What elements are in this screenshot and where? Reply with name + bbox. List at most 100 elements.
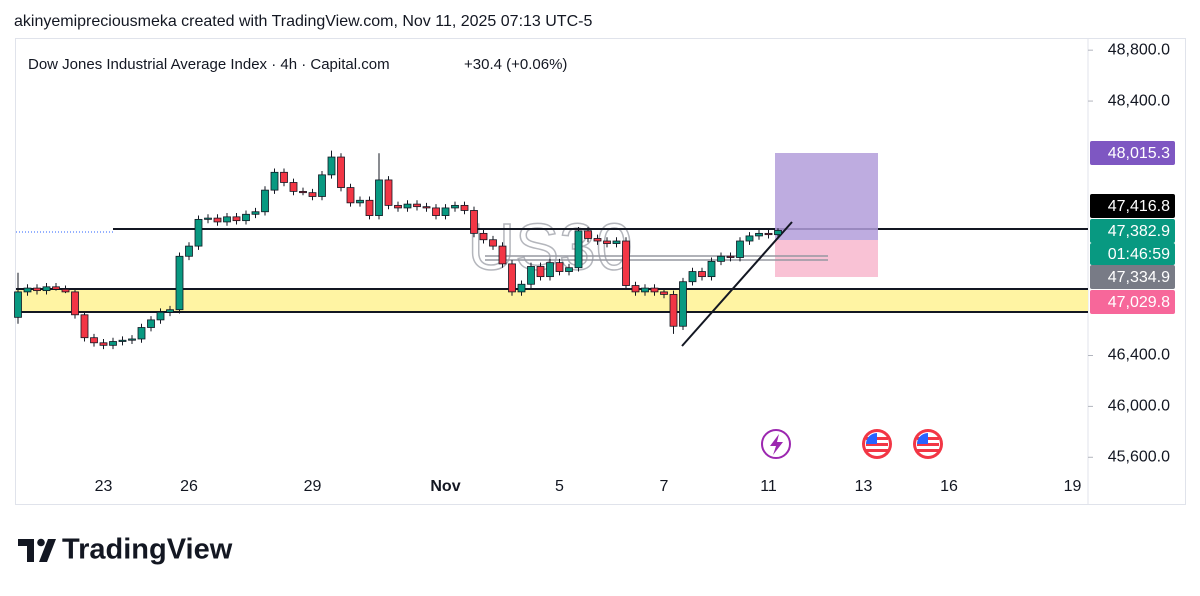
x-tick-label: 26 — [180, 478, 198, 495]
title-backdrop — [22, 52, 594, 78]
candle-body — [698, 271, 706, 278]
candle-body — [223, 216, 231, 223]
x-tick-label: 29 — [304, 478, 322, 495]
x-tick-label: 23 — [95, 478, 113, 495]
candle-body — [109, 341, 117, 346]
candle-body — [337, 156, 345, 188]
candle-body — [631, 285, 640, 293]
y-tick-label: 45,600.0 — [1108, 448, 1170, 465]
price-label-box — [1090, 141, 1175, 165]
price-label: 48,015.3 — [1108, 145, 1170, 162]
price-label-box — [1090, 243, 1175, 265]
x-tick-label: 16 — [940, 478, 958, 495]
candle-body — [147, 319, 155, 328]
candle-body — [726, 255, 735, 258]
us-flag-icon[interactable] — [913, 429, 943, 459]
chart-title: Dow Jones Industrial Average Index · 4h … — [28, 56, 390, 73]
y-tick-label: 46,000.0 — [1108, 398, 1170, 415]
brand: TradingView — [62, 534, 233, 566]
price-label-box — [1090, 290, 1175, 314]
price-label: 47,382.9 — [1108, 223, 1170, 240]
candle-body — [688, 271, 697, 283]
candle-body — [242, 213, 250, 222]
candle-body — [612, 240, 621, 244]
candle-body — [707, 260, 716, 278]
candle-body — [52, 286, 60, 290]
candle-body — [536, 266, 545, 278]
candle-body — [441, 207, 450, 216]
logo — [18, 538, 56, 562]
candle-body — [603, 240, 611, 244]
x-tick-label: 19 — [1064, 478, 1082, 495]
candle-body — [356, 199, 364, 204]
candle-body — [213, 217, 222, 223]
change: +30.4 (+0.06%) — [464, 56, 567, 73]
candle-body — [717, 255, 725, 262]
candle-body — [365, 199, 374, 216]
candle-body — [565, 267, 573, 272]
x-tick-label: 13 — [855, 478, 873, 495]
candle-body — [280, 171, 288, 183]
candle-body — [584, 230, 592, 239]
x-tick-label: 11 — [760, 478, 777, 495]
candle-body — [555, 262, 564, 272]
candle-body — [375, 179, 383, 216]
caption: akinyemipreciousmeka created with Tradin… — [14, 13, 592, 30]
candle-body — [669, 294, 678, 327]
candle-body — [593, 238, 602, 242]
support-zone — [16, 289, 1088, 312]
candle-body — [346, 187, 355, 204]
candle-body — [261, 189, 269, 213]
candle-body — [318, 174, 326, 197]
candle-body — [90, 337, 98, 344]
candle-body — [774, 230, 782, 236]
candle-body — [166, 309, 174, 313]
candle-body — [394, 204, 402, 209]
candle-body — [574, 230, 583, 269]
us-flag-icon[interactable] — [862, 429, 892, 459]
x-tick-label: 7 — [660, 478, 669, 495]
axes: 48,800.0 48,400.0 46,400.0 46,000.0 45,600.0… — [95, 41, 1175, 495]
candle-body — [422, 206, 431, 209]
x-tick-label: 5 — [555, 478, 564, 495]
candle-body — [413, 203, 421, 208]
candle-body — [156, 311, 165, 321]
candle-body — [479, 232, 488, 241]
target-zone — [775, 153, 878, 240]
candle-body — [498, 245, 507, 265]
candle-body — [61, 288, 70, 293]
candle-body — [289, 182, 298, 192]
y-tick-label: 48,800.0 — [1108, 41, 1170, 58]
candle-body — [175, 255, 184, 311]
candle-body — [327, 156, 336, 176]
candle-body — [42, 286, 51, 292]
candle-body — [204, 217, 212, 220]
candle-body — [299, 190, 307, 194]
candle-body — [99, 342, 108, 346]
price-label-box — [1090, 219, 1175, 243]
candle-body — [527, 266, 535, 285]
candle-body — [71, 291, 79, 316]
stop-zone — [775, 240, 878, 277]
candle-body — [270, 171, 279, 191]
candle-body — [508, 263, 516, 293]
candle-body — [460, 204, 469, 211]
candle-body — [118, 339, 127, 342]
candle-body — [14, 291, 22, 318]
candle-body — [308, 192, 317, 197]
trendline — [681, 221, 793, 347]
price-label-box — [1090, 265, 1175, 289]
candle-body — [470, 210, 478, 234]
candle-body — [641, 287, 649, 293]
candle-body — [650, 287, 659, 293]
price-label: 47,334.9 — [1108, 269, 1170, 286]
candle-body — [185, 245, 193, 257]
x-tick-label: Nov — [430, 478, 460, 495]
candle-body — [679, 281, 687, 327]
candle-body — [194, 218, 203, 247]
y-tick-label: 46,400.0 — [1108, 347, 1170, 364]
candle-body — [251, 211, 260, 215]
candle-body — [33, 287, 41, 292]
candle-body — [622, 240, 630, 286]
